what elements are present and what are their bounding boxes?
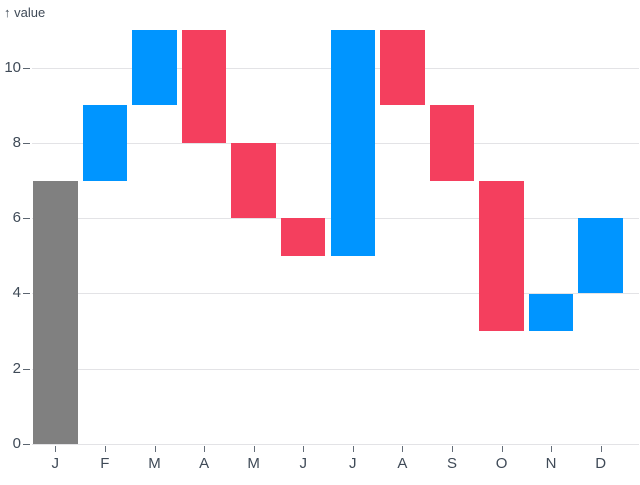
- x-tick-label-10-O: O: [495, 455, 508, 472]
- x-tick-label-4-A: A: [199, 455, 210, 472]
- bar-4-A-decrease: [181, 30, 227, 143]
- x-tick-mark-7: [352, 446, 354, 452]
- x-tick-mark-1: [55, 446, 57, 452]
- x-tick-label-8-A: A: [397, 455, 408, 472]
- bar-2-F-increase: [82, 105, 128, 181]
- x-tick-mark-6: [303, 446, 305, 452]
- bar-5-M-decrease: [231, 142, 276, 219]
- gridline-y-0: [32, 444, 639, 445]
- x-tick-mark-9: [452, 446, 453, 452]
- x-tick-label-3-M: M: [148, 455, 161, 472]
- x-tick-mark-10: [501, 446, 503, 452]
- x-tick-mark-3: [154, 446, 156, 452]
- y-tick-mark-10: [23, 68, 30, 69]
- y-axis-title: ↑ value: [4, 5, 46, 20]
- bar-1-J-initial: [33, 180, 78, 444]
- bar-8-A-decrease: [380, 30, 425, 106]
- x-tick-label-12-D: D: [595, 455, 607, 472]
- gridline-y-2: [32, 369, 639, 370]
- x-tick-mark-8: [402, 446, 404, 452]
- bar-9-S-decrease: [429, 105, 475, 181]
- bar-11-N-increase: [528, 293, 574, 332]
- bar-6-J-decrease: [280, 218, 326, 256]
- x-tick-label-9-S: S: [446, 455, 457, 472]
- x-tick-label-5-M: M: [247, 455, 260, 472]
- y-tick-label-2: 2: [12, 360, 21, 377]
- y-tick-label-6: 6: [12, 209, 21, 226]
- bar-10-O-decrease: [479, 180, 524, 331]
- x-tick-mark-4: [204, 446, 206, 452]
- y-tick-label-10: 10: [4, 59, 21, 76]
- bar-3-M-increase: [132, 30, 177, 106]
- y-tick-label-4: 4: [12, 284, 21, 301]
- x-tick-label-1-J: J: [51, 455, 60, 472]
- y-tick-label-0: 0: [12, 435, 21, 452]
- x-tick-label-6-J: J: [299, 455, 307, 472]
- y-tick-mark-6: [23, 218, 30, 219]
- bar-7-J-increase: [330, 30, 376, 256]
- x-tick-mark-12: [600, 446, 602, 452]
- y-tick-mark-0: [23, 444, 30, 445]
- gridline-y-4: [32, 293, 639, 294]
- x-tick-mark-11: [551, 446, 553, 452]
- y-tick-label-8: 8: [12, 134, 21, 151]
- x-tick-mark-5: [253, 446, 255, 452]
- bar-12-D-increase: [578, 218, 623, 294]
- y-tick-mark-2: [23, 369, 30, 370]
- y-tick-mark-8: [23, 143, 30, 144]
- x-tick-label-7-J: J: [349, 455, 357, 472]
- x-tick-label-2-F: F: [100, 455, 110, 472]
- x-tick-mark-2: [104, 446, 106, 452]
- x-tick-label-11-N: N: [545, 455, 557, 472]
- y-tick-mark-4: [23, 293, 30, 294]
